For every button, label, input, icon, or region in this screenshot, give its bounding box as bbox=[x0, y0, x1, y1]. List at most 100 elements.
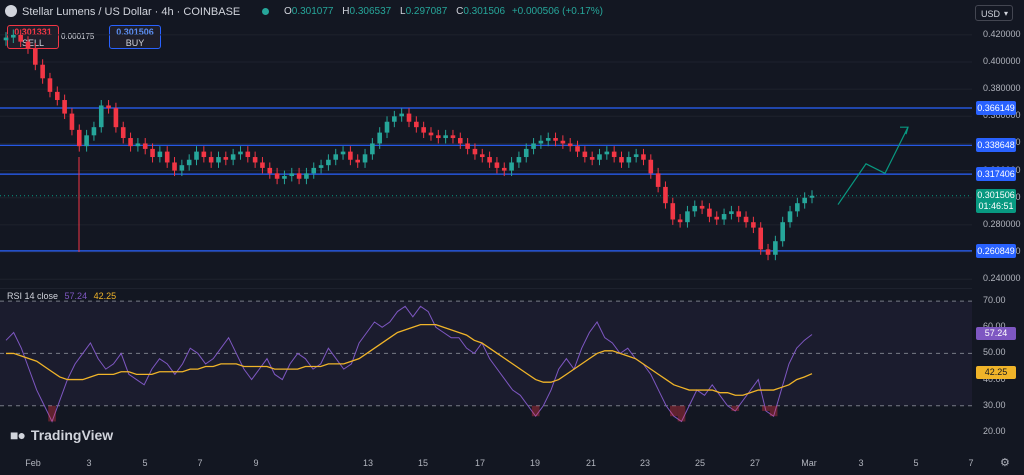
candle-body bbox=[355, 159, 361, 163]
candle-body bbox=[194, 151, 199, 160]
candle-body bbox=[699, 205, 705, 209]
candle-body bbox=[560, 140, 566, 144]
candle-body bbox=[399, 113, 404, 117]
candle-body bbox=[289, 173, 295, 177]
price-tick-label: 0.380000 bbox=[983, 83, 1021, 94]
candle-body bbox=[362, 154, 368, 163]
date-tick-label: 7 bbox=[968, 458, 974, 468]
candle-body bbox=[40, 64, 45, 79]
date-tick-label: Feb bbox=[25, 458, 41, 468]
rsi-line bbox=[5, 305, 813, 423]
candle-body bbox=[54, 91, 60, 101]
logo-text: TradingView bbox=[30, 427, 114, 443]
candle-body bbox=[545, 138, 551, 141]
rsi-chart[interactable] bbox=[0, 288, 972, 445]
price-tick-label: 0.360000 bbox=[983, 110, 1021, 121]
candle-body bbox=[208, 157, 214, 163]
level-price-tag: 0.366149 bbox=[976, 100, 1016, 115]
open-value: 0.301077 bbox=[291, 6, 334, 17]
candle-body bbox=[428, 132, 434, 136]
candle-body bbox=[582, 151, 588, 158]
rsi-oversold-fill bbox=[762, 405, 770, 411]
candle-body bbox=[76, 129, 82, 147]
candle-body bbox=[751, 222, 756, 228]
candle-body bbox=[633, 154, 639, 158]
price-chart[interactable] bbox=[0, 24, 972, 286]
candle-body bbox=[252, 157, 258, 163]
candle-body bbox=[465, 143, 470, 149]
rsi-tick-label: 70.00 bbox=[983, 295, 1006, 306]
candle-body bbox=[487, 157, 492, 163]
candle-body bbox=[472, 148, 478, 155]
date-tick-label: 19 bbox=[529, 458, 541, 468]
candle-body bbox=[128, 138, 133, 147]
price-tick-label: 0.280000 bbox=[983, 218, 1021, 229]
candle-body bbox=[421, 127, 426, 133]
candle-body bbox=[443, 135, 448, 139]
rsi-tick-label: 30.00 bbox=[983, 399, 1006, 410]
candle-body bbox=[619, 157, 624, 163]
candle-body bbox=[677, 219, 683, 223]
buy-button[interactable]: 0.301506 BUY bbox=[109, 25, 161, 49]
open-label: O bbox=[284, 6, 292, 17]
currency-selector[interactable]: USD ▾ bbox=[975, 5, 1013, 21]
sell-button[interactable]: 0.301331 SELL bbox=[7, 25, 59, 49]
candle-body bbox=[142, 143, 148, 149]
rsi-name: RSI 14 close bbox=[7, 291, 59, 301]
tradingview-logo[interactable]: ■● TradingView bbox=[10, 427, 113, 443]
candle-body bbox=[692, 205, 698, 212]
current-price-tag: 0.301506 01:46:51 bbox=[976, 189, 1016, 213]
candle-body bbox=[670, 203, 676, 220]
candle-body bbox=[260, 162, 265, 168]
chart-header: Stellar Lumens / US Dollar · 4h · COINBA… bbox=[0, 0, 975, 24]
candle-body bbox=[120, 127, 126, 139]
candle-body bbox=[296, 173, 302, 179]
candle-body bbox=[457, 138, 463, 144]
candle-body bbox=[780, 222, 785, 242]
price-tick-label: 0.240000 bbox=[983, 273, 1021, 284]
currency-label: USD bbox=[981, 9, 1001, 19]
gear-icon[interactable]: ⚙ bbox=[1000, 457, 1010, 469]
candle-body bbox=[773, 241, 778, 255]
candle-body bbox=[714, 216, 720, 220]
candle-body bbox=[567, 143, 573, 147]
rsi-tick-label: 60.00 bbox=[983, 321, 1006, 331]
rsi-oversold-fill bbox=[731, 405, 740, 411]
close-value: 0.301506 bbox=[463, 6, 506, 17]
candle-body bbox=[479, 154, 485, 158]
candle-body bbox=[436, 135, 441, 139]
candle-body bbox=[157, 151, 163, 158]
market-status-dot bbox=[262, 8, 269, 15]
forecast-arrow-line bbox=[837, 126, 909, 205]
rsi-value-tag: 57.24 bbox=[976, 327, 1016, 340]
candle-body bbox=[25, 41, 31, 49]
candle-body bbox=[216, 157, 221, 163]
rsi-value: 57.24 bbox=[64, 291, 88, 301]
candle-body bbox=[538, 140, 544, 144]
candle-body bbox=[333, 154, 339, 160]
symbol-icon[interactable] bbox=[5, 5, 17, 17]
candle-body bbox=[721, 214, 727, 220]
forecast-arrow-head bbox=[900, 126, 909, 135]
level-price-tag: 0.260849 bbox=[976, 243, 1016, 258]
rsi-tick-label: 50.00 bbox=[983, 347, 1006, 358]
candle-body bbox=[245, 151, 251, 158]
candle-body bbox=[523, 148, 529, 158]
candle-body bbox=[282, 176, 287, 179]
candle-body bbox=[736, 211, 742, 217]
candle-body bbox=[150, 148, 155, 158]
date-tick-label: 3 bbox=[858, 458, 864, 468]
symbol-title[interactable]: Stellar Lumens / US Dollar · 4h · COINBA… bbox=[22, 6, 241, 18]
rsi-legend[interactable]: RSI 14 close 57.24 42.25 bbox=[7, 291, 116, 301]
date-tick-label: 5 bbox=[913, 458, 919, 468]
candle-body bbox=[611, 151, 617, 158]
candle-body bbox=[135, 143, 141, 147]
change-value: +0.000506 (+0.17%) bbox=[511, 6, 603, 17]
candle-body bbox=[648, 159, 654, 174]
candle-body bbox=[765, 249, 771, 255]
date-tick-label: Mar bbox=[801, 458, 817, 468]
candle-body bbox=[516, 157, 522, 163]
buy-label: BUY bbox=[125, 38, 145, 48]
date-tick-label: 17 bbox=[474, 458, 486, 468]
date-tick-label: 21 bbox=[585, 458, 597, 468]
